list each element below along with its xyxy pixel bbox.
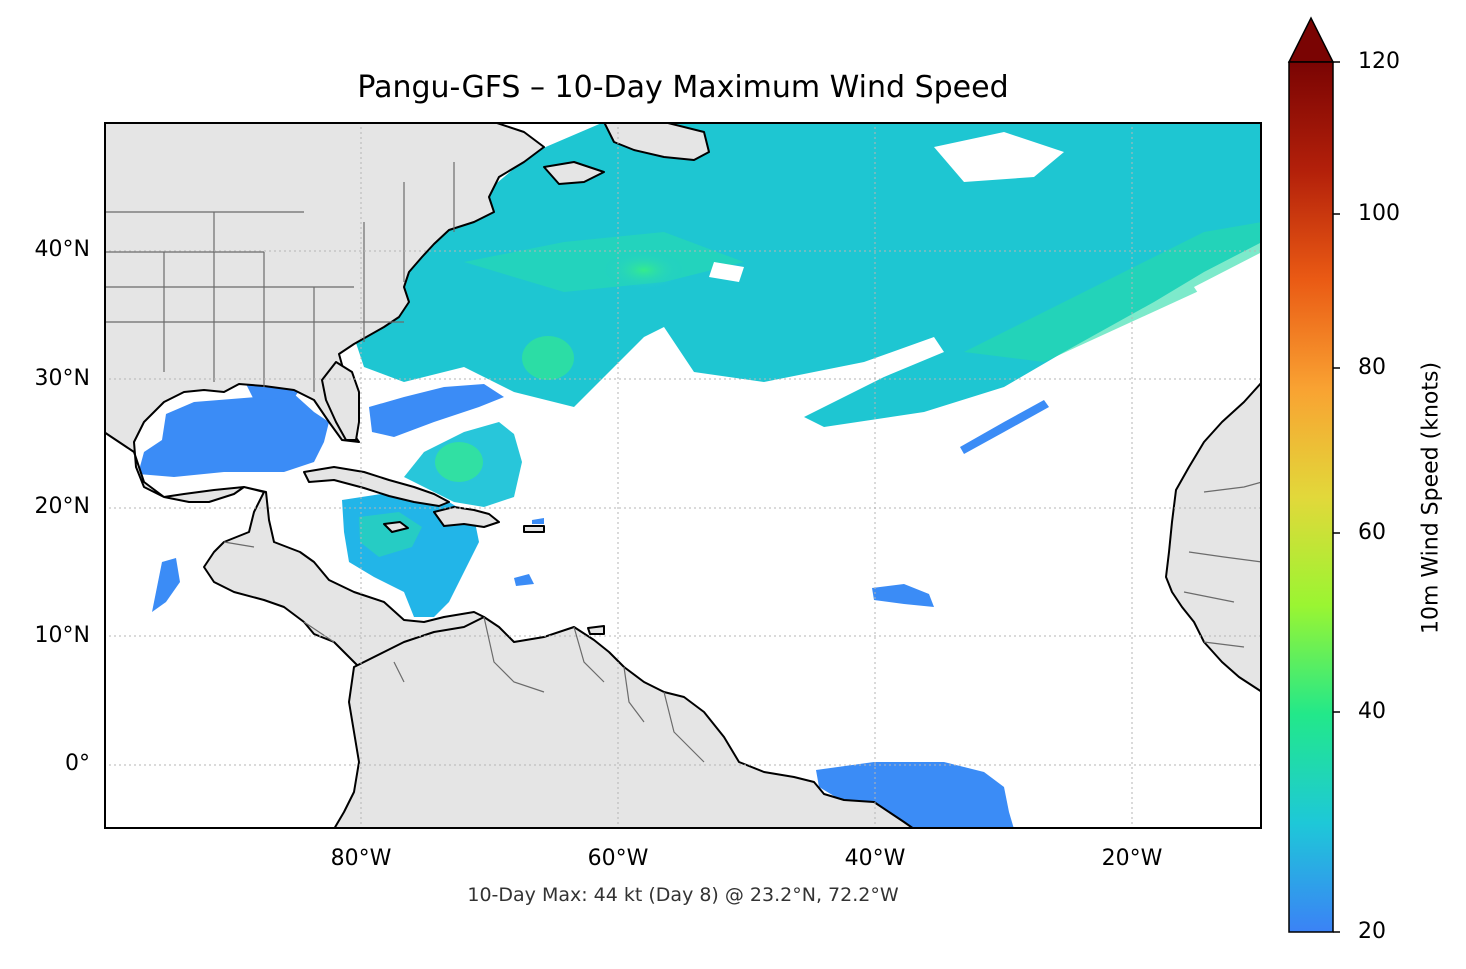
wind-swath-central-atlantic: [872, 584, 934, 607]
colorbar-tick-120: 120: [1358, 49, 1400, 74]
land-newfoundland: [603, 122, 710, 161]
lat-label-40n: 40°N: [34, 237, 90, 262]
lon-label-20w: 20°W: [1101, 846, 1163, 871]
lat-label-0: 0°: [65, 751, 90, 776]
land-florida: [321, 361, 360, 441]
lon-label-80w: 80°W: [330, 846, 392, 871]
lat-label-10n: 10°N: [34, 623, 90, 648]
wind-swath-east-pacific: [152, 558, 180, 612]
wind-swath-gulf: [138, 394, 329, 477]
land-jamaica: [383, 521, 409, 533]
colorbar-gradient: [1288, 61, 1334, 933]
max-wind-annotation: 10-Day Max: 44 kt (Day 8) @ 23.2°N, 72.2…: [467, 884, 899, 906]
land-trinidad: [587, 625, 605, 635]
land-africa: [1165, 381, 1262, 693]
land-south-america: [333, 616, 915, 829]
colorbar-tick-80: 80: [1358, 355, 1386, 380]
map-title: Pangu-GFS – 10-Day Maximum Wind Speed: [357, 70, 1009, 105]
map-border: [104, 122, 1262, 829]
land-cuba: [303, 466, 450, 507]
lat-label-20n: 20°N: [34, 494, 90, 519]
colorbar: [1287, 16, 1340, 933]
colorbar-tick-marks: [1333, 61, 1340, 933]
wind-hotspot-bermuda: [522, 336, 574, 380]
colorbar-tick-40: 40: [1358, 699, 1386, 724]
lon-label-60w: 60°W: [587, 846, 649, 871]
wind-swaths: [138, 122, 1262, 829]
colorbar-label: 10m Wind Speed (knots): [1418, 361, 1444, 635]
lon-label-40w: 40°W: [844, 846, 906, 871]
colorbar-tick-60: 60: [1358, 520, 1386, 545]
colorbar-tick-20: 20: [1358, 919, 1386, 944]
political-borders: [104, 162, 1262, 763]
wind-swath-band-east-core: [964, 222, 1262, 362]
graticule: [104, 122, 1262, 829]
wind-swath-bahamas: [369, 384, 504, 437]
wind-hotspot-midatlantic: [604, 250, 684, 290]
lat-label-30n: 30°N: [34, 366, 90, 391]
wind-swath-equatorial: [816, 762, 1014, 829]
wind-speed-map: [104, 122, 1262, 829]
land-puerto-rico: [523, 525, 545, 533]
colorbar-tick-100: 100: [1358, 201, 1400, 226]
land-nova-scotia: [543, 161, 605, 185]
colorbar-extend-triangle: [1287, 16, 1335, 63]
